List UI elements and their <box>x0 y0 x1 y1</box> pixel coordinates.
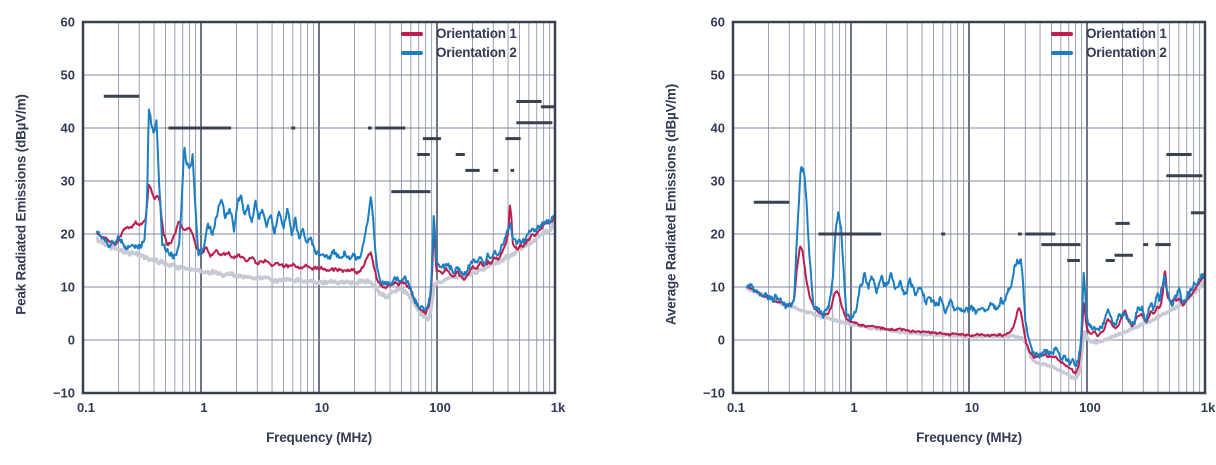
legend-item-orientation-1: Orientation 1 <box>1051 24 1167 43</box>
limit-lines <box>103 94 555 194</box>
y-tick-label: 40 <box>711 121 725 136</box>
trace-ambient <box>95 222 555 322</box>
limit-lines <box>753 153 1205 262</box>
y-tick-label: 20 <box>61 227 75 242</box>
peak-y-axis-title: Peak Radiated Emissions (dBµV/m) <box>13 94 29 315</box>
x-tick-label: 1k <box>551 400 566 415</box>
y-tick-label: 0 <box>68 333 75 348</box>
y-tick-label: 50 <box>711 68 725 83</box>
x-tick-label: 10 <box>965 400 979 415</box>
legend-item-orientation-1: Orientation 1 <box>401 24 517 43</box>
x-tick-label: 0.1 <box>77 400 95 415</box>
traces <box>95 108 555 322</box>
grid <box>83 22 555 393</box>
y-tick-label: 10 <box>61 280 75 295</box>
x-tick-label: 0.1 <box>727 400 745 415</box>
orientation-1-line-swatch <box>1051 31 1073 36</box>
plot-border <box>731 20 1207 395</box>
y-tick-label: 50 <box>61 68 75 83</box>
orientation-2-line-swatch <box>1051 50 1073 55</box>
orientation-2-line-swatch <box>401 50 423 55</box>
y-tick-label: 20 <box>711 227 725 242</box>
x-tick-label: 1k <box>1201 400 1216 415</box>
average-x-axis-title: Frequency (MHz) <box>916 430 1022 445</box>
y-tick-label: 30 <box>61 174 75 189</box>
x-tick-label: 1 <box>200 400 207 415</box>
x-tick-label: 1 <box>850 400 857 415</box>
y-tick-label: −10 <box>53 386 75 401</box>
x-tick-label: 100 <box>429 400 451 415</box>
y-tick-label: 0 <box>718 333 725 348</box>
traces <box>745 166 1205 381</box>
trace-orientation-2 <box>745 166 1205 367</box>
legend-item-orientation-2: Orientation 2 <box>1051 43 1167 62</box>
legend-label: Orientation 2 <box>1086 45 1167 60</box>
y-tick-label: −10 <box>703 386 725 401</box>
y-tick-label: 60 <box>711 15 725 30</box>
x-tick-label: 100 <box>1079 400 1101 415</box>
average-y-axis-title: Average Radiated Emissions (dBµV/m) <box>663 83 679 326</box>
legend-item-orientation-2: Orientation 2 <box>401 43 517 62</box>
y-tick-label: 40 <box>61 121 75 136</box>
grid <box>733 22 1205 393</box>
chart-peak-emissions: 60 50 40 30 20 10 0 −10 0.1 1 10 100 1k Peak Radiate… <box>13 15 566 446</box>
legend-label: Orientation 2 <box>436 45 517 60</box>
plot-border <box>81 20 557 395</box>
x-tick-label: 10 <box>315 400 329 415</box>
orientation-1-line-swatch <box>401 31 423 36</box>
y-tick-label: 60 <box>61 15 75 30</box>
legend-label: Orientation 1 <box>1086 26 1167 41</box>
trace-orientation-1 <box>96 184 555 316</box>
legend-label: Orientation 1 <box>436 26 517 41</box>
chart-average-emissions: 60 50 40 30 20 10 0 −10 0.1 1 10 100 1k Average Radi… <box>608 0 1216 465</box>
y-tick-label: 30 <box>711 174 725 189</box>
trace-orientation-2 <box>95 108 555 312</box>
legend: Orientation 1 Orientation 2 <box>1051 24 1167 62</box>
peak-x-axis-title: Frequency (MHz) <box>266 430 372 445</box>
legend: Orientation 1 Orientation 2 <box>401 24 517 62</box>
y-tick-label: 10 <box>711 280 725 295</box>
